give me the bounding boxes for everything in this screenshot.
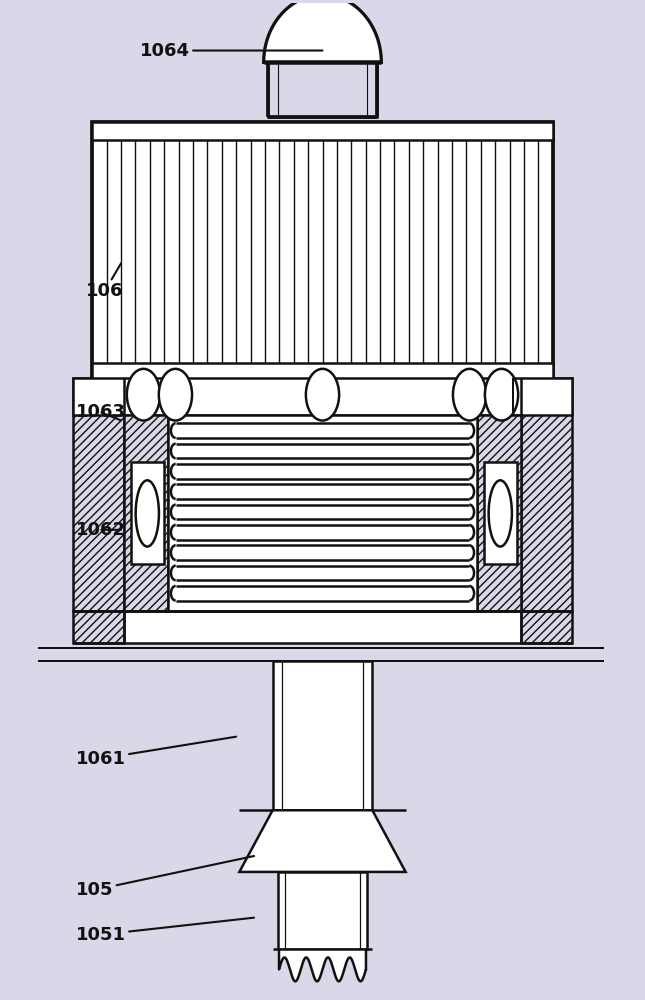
Bar (175, 525, 470, 540)
Text: 1064: 1064 (140, 42, 322, 60)
Bar (92, 122, 553, 140)
Circle shape (453, 369, 486, 421)
Bar (175, 444, 470, 458)
Bar (73, 378, 572, 415)
Bar (175, 505, 470, 519)
Bar (124, 415, 168, 611)
Ellipse shape (135, 480, 159, 547)
Bar (175, 586, 470, 601)
Circle shape (127, 369, 160, 421)
Circle shape (306, 369, 339, 421)
Bar (73, 611, 124, 643)
Bar (278, 872, 367, 949)
Bar (477, 415, 521, 611)
Bar (124, 381, 521, 409)
Circle shape (159, 369, 192, 421)
Polygon shape (264, 0, 381, 62)
Text: 1061: 1061 (76, 737, 236, 768)
Text: 105: 105 (76, 856, 254, 899)
Bar (521, 611, 572, 643)
Bar (175, 464, 470, 479)
Bar (175, 423, 470, 438)
Bar (124, 611, 521, 643)
Text: 106: 106 (86, 263, 123, 300)
Circle shape (485, 369, 518, 421)
Bar (521, 378, 572, 611)
Bar (273, 661, 372, 810)
Bar (175, 566, 470, 580)
Bar (73, 378, 124, 611)
Text: 1062: 1062 (76, 521, 126, 539)
Bar (168, 415, 477, 611)
Polygon shape (279, 949, 366, 981)
Bar (175, 484, 470, 499)
Text: 1063: 1063 (76, 403, 126, 421)
Polygon shape (239, 810, 406, 872)
Bar (268, 62, 377, 117)
Bar (484, 462, 517, 564)
Bar (92, 122, 553, 381)
Bar (175, 545, 470, 560)
Bar (131, 462, 164, 564)
Text: 1051: 1051 (76, 918, 254, 944)
Ellipse shape (489, 480, 512, 547)
Bar (92, 363, 553, 381)
